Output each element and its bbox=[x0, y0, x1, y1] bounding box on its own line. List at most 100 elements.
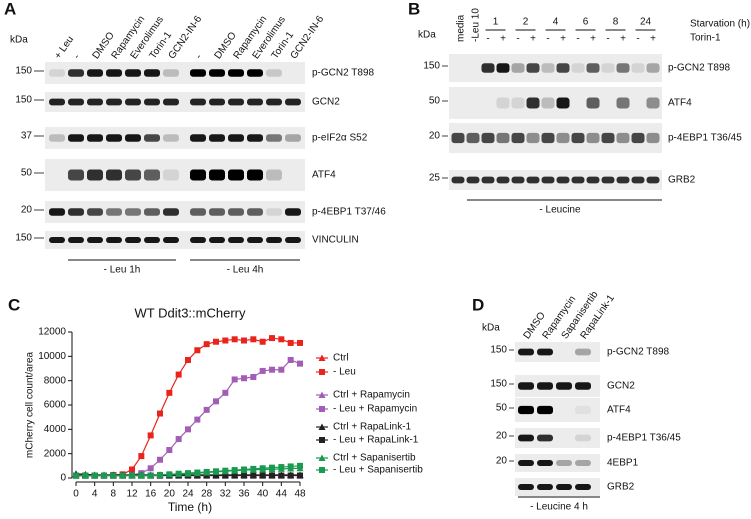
band bbox=[646, 132, 660, 144]
data-point bbox=[166, 389, 173, 396]
band bbox=[571, 63, 585, 73]
band bbox=[190, 69, 206, 77]
y-axis-label: mCherry cell count/area bbox=[25, 351, 36, 458]
band bbox=[541, 63, 555, 73]
x-tick-label: 36 bbox=[238, 489, 250, 500]
band bbox=[285, 236, 301, 244]
band bbox=[163, 236, 179, 244]
band bbox=[575, 382, 591, 390]
band bbox=[518, 483, 534, 491]
band bbox=[537, 348, 553, 356]
data-point bbox=[278, 472, 285, 479]
band bbox=[106, 98, 122, 106]
band bbox=[247, 208, 263, 216]
band bbox=[87, 208, 103, 216]
band bbox=[511, 97, 525, 109]
legend-marker bbox=[318, 423, 326, 430]
band bbox=[209, 208, 225, 216]
kda-marker: 50 bbox=[429, 96, 441, 107]
kda-marker: 150 bbox=[15, 66, 32, 77]
torin-sign: + bbox=[620, 34, 626, 45]
band bbox=[451, 176, 465, 184]
blot-strip bbox=[515, 428, 600, 448]
data-point bbox=[157, 456, 163, 463]
legend-marker bbox=[318, 391, 326, 398]
band bbox=[601, 63, 615, 73]
kda-marker: 150 bbox=[15, 233, 32, 244]
band bbox=[163, 98, 179, 106]
band bbox=[228, 98, 244, 106]
band bbox=[285, 98, 301, 106]
row-label: ATF4 bbox=[607, 405, 631, 416]
time-label: 6 bbox=[583, 17, 589, 28]
kda-marker: 25 bbox=[429, 173, 441, 184]
data-point bbox=[231, 336, 238, 343]
band bbox=[266, 236, 282, 244]
band bbox=[526, 132, 540, 144]
data-point bbox=[222, 337, 229, 344]
torin-sign: - bbox=[516, 34, 519, 45]
band bbox=[616, 132, 630, 144]
band bbox=[556, 97, 570, 109]
band bbox=[518, 434, 534, 442]
y-tick-label: 2000 bbox=[44, 448, 67, 459]
torin-sign: + bbox=[560, 34, 566, 45]
band bbox=[144, 98, 160, 106]
legend-marker bbox=[318, 354, 326, 361]
data-point bbox=[250, 465, 257, 472]
data-point bbox=[241, 337, 247, 344]
data-point bbox=[259, 472, 266, 479]
band bbox=[125, 98, 141, 106]
data-point bbox=[287, 356, 294, 363]
band bbox=[228, 236, 244, 244]
band bbox=[228, 134, 244, 142]
band bbox=[537, 382, 553, 390]
data-point bbox=[203, 406, 210, 413]
legend-label: Ctrl + Sapanisertib bbox=[333, 453, 416, 464]
x-tick-label: 40 bbox=[257, 489, 269, 500]
blot-strip bbox=[449, 170, 662, 190]
band bbox=[646, 97, 660, 109]
torin-sign: + bbox=[500, 34, 506, 45]
blot-strip bbox=[449, 123, 662, 153]
band bbox=[541, 176, 555, 184]
data-point bbox=[203, 472, 210, 479]
kda-marker: 150 bbox=[490, 379, 507, 390]
band bbox=[266, 169, 282, 181]
kda-label: kDa bbox=[482, 323, 500, 334]
band bbox=[601, 176, 615, 184]
band bbox=[106, 69, 122, 77]
band bbox=[68, 236, 84, 244]
band bbox=[481, 176, 495, 184]
data-point bbox=[269, 366, 275, 373]
legend-label: - Leu + Sapanisertib bbox=[333, 465, 423, 476]
legend-marker bbox=[318, 454, 326, 461]
band bbox=[106, 208, 122, 216]
data-point bbox=[297, 462, 303, 469]
row-label: GCN2 bbox=[312, 97, 340, 108]
y-tick-label: 0 bbox=[60, 473, 66, 484]
band bbox=[144, 69, 160, 77]
band bbox=[68, 134, 84, 142]
band bbox=[537, 483, 553, 491]
band bbox=[209, 134, 225, 142]
data-point bbox=[101, 472, 107, 479]
data-point bbox=[278, 464, 285, 471]
x-tick-label: 8 bbox=[111, 489, 117, 500]
data-point bbox=[231, 467, 238, 474]
band bbox=[209, 236, 225, 244]
band bbox=[49, 208, 65, 216]
band bbox=[646, 63, 660, 73]
band bbox=[451, 132, 465, 144]
kda-marker: 20 bbox=[496, 456, 508, 467]
band bbox=[190, 208, 206, 216]
data-point bbox=[287, 339, 294, 346]
band bbox=[481, 132, 495, 144]
data-point bbox=[222, 467, 229, 474]
row-label: p-GCN2 T898 bbox=[312, 68, 375, 79]
legend-label: - Leu bbox=[333, 367, 356, 378]
band bbox=[266, 208, 282, 216]
data-point bbox=[203, 341, 210, 348]
band bbox=[518, 405, 534, 415]
